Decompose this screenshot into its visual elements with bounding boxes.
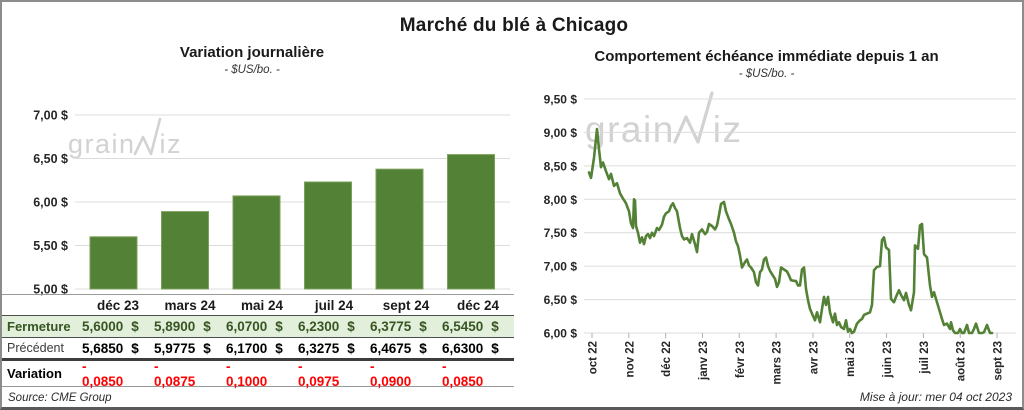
row-label: Variation xyxy=(7,366,62,381)
x-axis-tick-label: juin 23 xyxy=(882,341,894,378)
table-row-precedent: Précédent 5,6850 $5,9775 $6,1700 $6,3275 $6,4… xyxy=(2,338,514,361)
column-header: mars 24 xyxy=(164,297,216,313)
futures-table: déc 23 mars 24 mai 24 juil 24 sept 24 déc 24 F… xyxy=(2,294,514,389)
value-cell: 6,3775 $ xyxy=(370,319,442,334)
bar-chart-title: Variation journalière xyxy=(179,44,325,61)
currency-symbol: $ xyxy=(131,340,139,356)
x-axis-tick-label: mars 23 xyxy=(772,341,784,384)
line-chart-title: Comportement échéance immédiate depuis 1… xyxy=(594,48,939,65)
y-axis-tick-label: 6,50 $ xyxy=(33,152,68,166)
y-axis-tick-label: 6,50 $ xyxy=(544,293,578,307)
column-header: sept 24 xyxy=(382,297,430,313)
value-number: 5,6850 xyxy=(82,340,124,356)
y-axis-tick-label: 7,00 $ xyxy=(544,260,578,274)
y-axis-tick-label: 8,00 $ xyxy=(544,193,578,207)
value-cell: - 0,0850 xyxy=(82,358,124,389)
value-cell: - 0,0900 xyxy=(370,358,412,389)
value-number: 6,2300 xyxy=(298,319,340,334)
value-cell: 6,6300 $ xyxy=(442,341,514,356)
y-axis-tick-label: 9,00 $ xyxy=(544,126,578,140)
value-number: 5,6000 xyxy=(82,319,124,334)
x-axis-tick-label: sept 23 xyxy=(993,341,1005,381)
column-header: juil 24 xyxy=(314,297,354,313)
column-header: déc 23 xyxy=(96,297,140,313)
page-title: Marché du blé à Chicago xyxy=(399,15,629,36)
value-number: 6,3275 xyxy=(298,340,340,356)
currency-symbol: $ xyxy=(419,319,427,334)
bar-chart: 7,00 $ 6,50 $ 6,00 $ 5,50 $ 5,00 $ xyxy=(33,109,510,297)
x-axis-tick-label: juil 23 xyxy=(919,341,931,375)
column-header: mai 24 xyxy=(240,297,284,313)
value-number: 5,9775 xyxy=(154,340,196,356)
y-axis-tick-label: 7,00 $ xyxy=(33,109,68,123)
value-cell: 6,5450 $ xyxy=(442,319,514,334)
currency-symbol: $ xyxy=(275,340,283,356)
value-cell: 5,6850 $ xyxy=(82,341,154,356)
bar-mai 24 xyxy=(232,195,281,290)
bar-chart-subtitle: - $US/bo. - xyxy=(224,64,280,76)
value-number: 6,3775 xyxy=(370,319,412,334)
column-header: déc 24 xyxy=(456,297,500,313)
y-axis-tick-label: 7,50 $ xyxy=(544,226,578,240)
value-number: 6,4675 xyxy=(370,340,412,356)
currency-symbol: $ xyxy=(347,340,355,356)
table-header-row: déc 23 mars 24 mai 24 juil 24 sept 24 déc 24 xyxy=(2,294,514,315)
x-axis-tick-label: mai 23 xyxy=(845,341,857,377)
value-number: 6,1700 xyxy=(226,340,268,356)
x-axis-tick-label: nov 22 xyxy=(624,341,636,377)
currency-symbol: $ xyxy=(203,340,211,356)
bar-mars 24 xyxy=(161,211,209,290)
table-row-variation: Variation - 0,0850 - 0,0875 - 0,1000 - 0,097… xyxy=(2,358,514,389)
row-label: Fermeture xyxy=(7,319,71,334)
value-cell: 5,9775 $ xyxy=(154,341,226,356)
value-cell: 6,1700 $ xyxy=(226,341,298,356)
value-cell: 6,2300 $ xyxy=(298,319,370,334)
value-cell: 5,8900 $ xyxy=(154,319,226,334)
x-axis-tick-label: avr 23 xyxy=(808,341,820,374)
x-axis-tick-label: déc 22 xyxy=(661,341,673,377)
line-chart-subtitle: - $US/bo. - xyxy=(738,68,795,80)
currency-symbol: $ xyxy=(347,319,355,334)
y-axis-tick-label: 5,00 $ xyxy=(33,283,68,297)
value-cell: 5,6000 $ xyxy=(82,319,154,334)
value-number: 5,8900 xyxy=(154,319,196,334)
bar-sept 24 xyxy=(375,168,424,290)
update-note: Mise à jour: mer 04 oct 2023 xyxy=(859,390,1012,404)
currency-symbol: $ xyxy=(131,319,139,334)
value-number: 6,5450 xyxy=(442,319,484,334)
x-axis-tick-label: oct 22 xyxy=(588,341,600,374)
source-note: Source: CME Group xyxy=(8,392,112,404)
x-axis-tick-label: août 23 xyxy=(956,341,968,381)
currency-symbol: $ xyxy=(419,340,427,356)
currency-symbol: $ xyxy=(491,340,499,356)
value-cell: - 0,1000 xyxy=(226,358,268,389)
value-cell: 6,3275 $ xyxy=(298,341,370,356)
bar-déc 24 xyxy=(447,154,495,290)
value-cell: - 0,0975 xyxy=(298,358,340,389)
currency-symbol: $ xyxy=(203,319,211,334)
y-axis-tick-label: 6,00 $ xyxy=(544,327,578,341)
row-label: Précédent xyxy=(7,341,64,355)
currency-symbol: $ xyxy=(491,319,499,334)
value-cell: 6,0700 $ xyxy=(226,319,298,334)
value-cell: 6,4675 $ xyxy=(370,341,442,356)
value-cell: - 0,0850 xyxy=(442,358,484,389)
x-axis-tick-label: févr 23 xyxy=(735,341,747,378)
x-axis-tick-label: janv 23 xyxy=(698,341,710,381)
currency-symbol: $ xyxy=(275,319,283,334)
line-chart: 9,50 $ 9,00 $ 8,50 $ 8,00 $ 7,50 $ 7,00 $ 6,50… xyxy=(544,93,1016,384)
value-cell: - 0,0875 xyxy=(154,358,196,389)
bar-déc 23 xyxy=(89,236,138,290)
table-row-fermeture: Fermeture 5,6000 $5,8900 $6,0700 $6,2300 $6,3… xyxy=(2,315,514,338)
value-number: 6,6300 xyxy=(442,340,484,356)
y-axis-tick-label: 5,50 $ xyxy=(33,239,68,253)
y-axis-tick-label: 9,50 $ xyxy=(544,93,578,107)
value-number: 6,0700 xyxy=(226,319,268,334)
y-axis-tick-label: 8,50 $ xyxy=(544,159,578,173)
y-axis-tick-label: 6,00 $ xyxy=(33,196,68,210)
bar-juil 24 xyxy=(304,181,352,290)
price-line-series xyxy=(587,127,994,335)
